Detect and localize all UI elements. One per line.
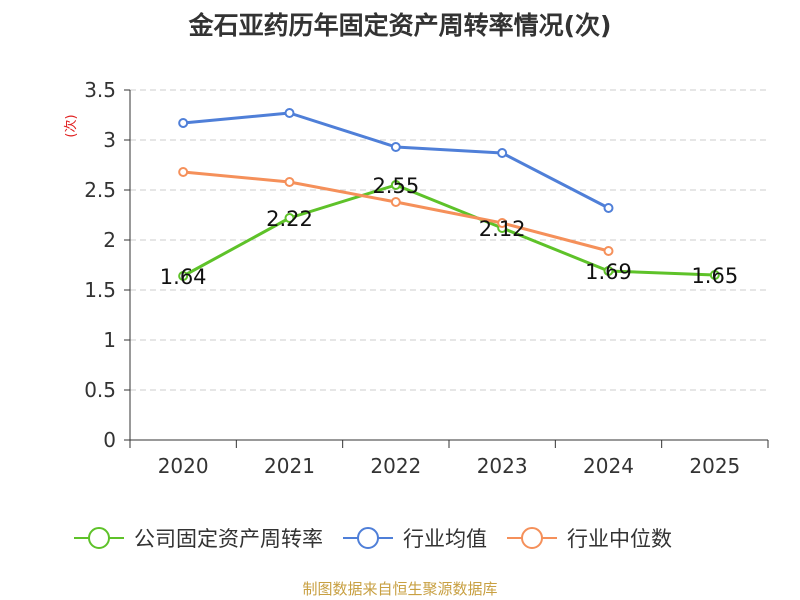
x-tick-label: 2021 [264, 454, 315, 478]
data-point [497, 148, 508, 158]
y-tick-label: 2 [103, 228, 116, 252]
data-point [497, 218, 508, 228]
data-point [284, 177, 295, 187]
data-point [284, 213, 295, 223]
data-label: 2.55 [372, 174, 419, 198]
legend-marker [88, 527, 110, 549]
series-line [182, 183, 715, 278]
y-tick-label: 3.5 [84, 78, 116, 102]
x-tick-label: 2024 [583, 454, 634, 478]
data-label: 1.65 [691, 264, 738, 288]
legend-label: 公司固定资产周转率 [134, 527, 323, 551]
y-tick-label: 3 [103, 128, 116, 152]
data-point [709, 270, 720, 280]
legend-label: 行业中位数 [567, 527, 672, 551]
y-axis-label: (次) [63, 114, 79, 137]
data-point [284, 108, 295, 118]
data-point [178, 271, 189, 281]
source-note: 制图数据来自恒生聚源数据库 [302, 580, 498, 598]
data-point [178, 167, 189, 177]
x-tick-label: 2025 [689, 454, 740, 478]
y-tick-label: 1.5 [84, 278, 116, 302]
y-tick-label: 0 [103, 428, 116, 452]
y-tick-label: 0.5 [84, 378, 116, 402]
x-tick-label: 2022 [370, 454, 421, 478]
legend-label: 行业均值 [403, 527, 487, 551]
data-point [603, 246, 614, 256]
data-point [603, 266, 614, 276]
x-tick-label: 2020 [158, 454, 209, 478]
legend-marker [357, 527, 379, 549]
x-tick-label: 2023 [477, 454, 528, 478]
data-point [390, 180, 401, 190]
legend-marker [521, 527, 543, 549]
data-point [178, 118, 189, 128]
data-label: 2.12 [479, 217, 526, 241]
data-label: 2.22 [266, 207, 313, 231]
data-label: 1.64 [160, 265, 207, 289]
y-tick-label: 1 [103, 328, 116, 352]
data-point [390, 197, 401, 207]
y-tick-label: 2.5 [84, 178, 116, 202]
data-label: 1.69 [585, 260, 632, 284]
data-point [390, 142, 401, 152]
data-point [603, 203, 614, 213]
chart-title: 金石亚药历年固定资产周转率情况(次) [188, 11, 612, 40]
